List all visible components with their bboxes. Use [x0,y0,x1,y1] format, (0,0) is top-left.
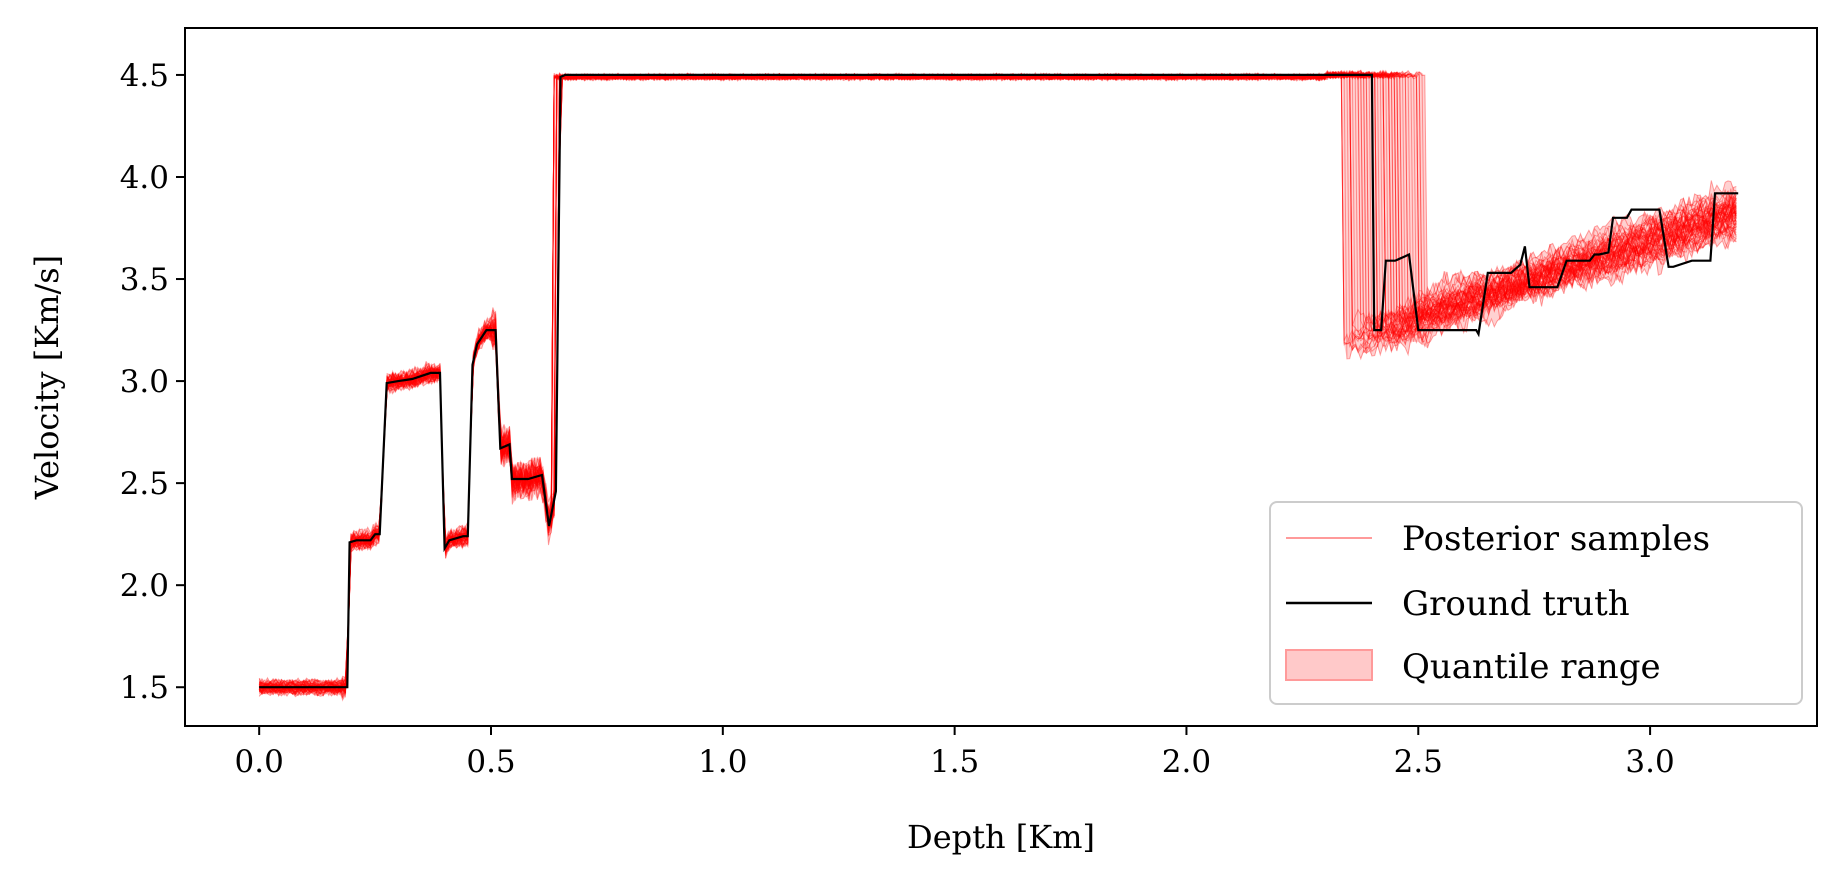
posterior-sample-line [258,71,1737,692]
posterior-sample-line [259,71,1737,688]
posterior-sample-line [258,70,1737,695]
ground-truth-line [259,73,1739,689]
quantile-range-band [259,70,1737,701]
y-tick-label: 2.0 [120,568,169,604]
posterior-sample-line [259,71,1737,694]
posterior-sample-line [258,70,1737,697]
y-tick-label: 3.5 [120,262,169,298]
legend-quantile-label: Quantile range [1402,647,1661,687]
y-tick-label: 1.5 [120,670,169,706]
x-tick-label: 0.5 [466,744,515,780]
posterior-sample-line [258,70,1737,690]
ground-truth-series [259,73,1739,689]
posterior-sample-line [258,69,1737,693]
y-tick-label: 4.5 [120,58,169,94]
y-axis: 1.5 2.0 2.5 3.0 3.5 4.0 4.5 [120,58,185,706]
posterior-sample-line [258,70,1737,693]
posterior-sample-line [258,71,1737,690]
x-tick-label: 2.5 [1394,744,1443,780]
quantile-range-area [259,70,1737,701]
posterior-sample-line [258,71,1737,694]
legend-quantile-swatch [1285,649,1373,681]
posterior-sample-line [259,72,1737,698]
legend-ground-truth-label: Ground truth [1402,584,1630,624]
posterior-sample-line [258,71,1737,694]
x-tick-label: 0.0 [235,744,284,780]
x-tick-label: 1.5 [930,744,979,780]
y-tick-label: 4.0 [120,160,169,196]
posterior-sample-line [258,72,1737,702]
x-tick-label: 2.0 [1162,744,1211,780]
posterior-sample-line [259,72,1737,690]
posterior-sample-line [258,69,1737,697]
posterior-sample-line [258,71,1737,692]
posterior-sample-line [259,70,1737,695]
posterior-sample-line [258,71,1737,694]
posterior-sample-line [259,70,1737,697]
legend-box [1269,501,1803,705]
posterior-sample-line [258,71,1737,691]
posterior-sample-line [259,71,1737,694]
posterior-sample-line [258,70,1737,699]
legend-posterior-label: Posterior samples [1402,519,1710,559]
posterior-sample-line [258,72,1737,692]
posterior-sample-line [258,71,1737,695]
posterior-sample-line [258,70,1737,694]
posterior-sample-line [258,69,1737,693]
posterior-sample-line [258,72,1737,696]
x-tick-label: 3.0 [1625,744,1674,780]
posterior-sample-line [258,71,1737,688]
x-tick-label: 1.0 [698,744,747,780]
posterior-sample-line [258,71,1737,697]
posterior-sample-line [258,71,1737,695]
plot-frame [184,27,1818,727]
y-tick-label: 3.0 [120,364,169,400]
posterior-sample-line [259,70,1737,694]
x-axis-label: Depth [Km] [907,818,1095,856]
posterior-sample-line [258,69,1737,693]
posterior-sample-line [259,71,1737,690]
posterior-sample-line [258,70,1737,698]
legend: Posterior samples Ground truth Quantile … [1269,501,1803,705]
posterior-sample-line [258,72,1737,696]
y-tick-label: 2.5 [120,466,169,502]
x-axis: 0.0 0.5 1.0 1.5 2.0 2.5 3.0 [235,726,1675,780]
posterior-sample-line [259,70,1737,697]
y-axis-label: Velocity [Km/s] [28,255,66,500]
